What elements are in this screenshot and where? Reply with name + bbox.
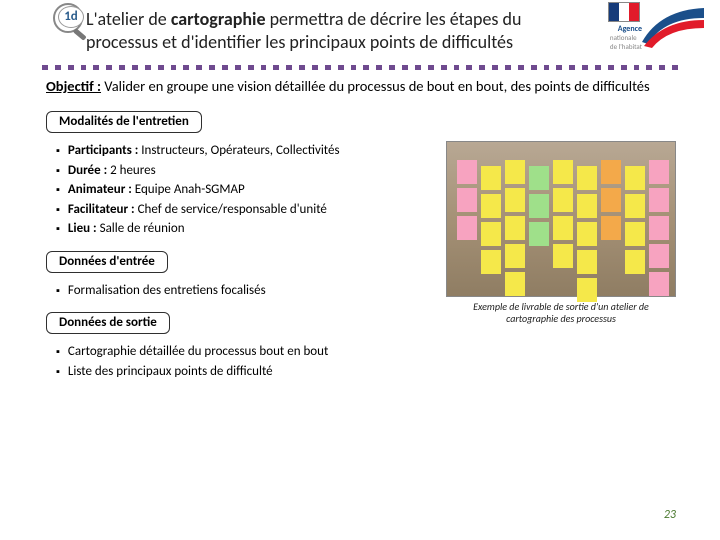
objectif-text: Valider en groupe une vision détaillée d… bbox=[101, 77, 650, 95]
modalites-list: Participants : Instructeurs, Opérateurs,… bbox=[46, 137, 426, 245]
slide-content: Objectif : Valider en groupe une vision … bbox=[0, 77, 720, 387]
figure-caption: Exemple de livrable de sortie d'un ateli… bbox=[446, 301, 676, 325]
title-pre: L'atelier de bbox=[86, 8, 171, 30]
slide-header: 1d L'atelier de cartographie permettra d… bbox=[0, 0, 720, 57]
logo-sub: nationalede l'habitat bbox=[610, 33, 642, 51]
step-badge: 1d bbox=[58, 6, 84, 28]
figure-image bbox=[446, 141, 676, 297]
list-item: Facilitateur : Chef de service/responsab… bbox=[56, 200, 426, 220]
list-item: Participants : Instructeurs, Opérateurs,… bbox=[56, 141, 426, 161]
sortie-list: Cartographie détaillée du processus bout… bbox=[46, 338, 426, 387]
section-entree-label: Données d'entrée bbox=[46, 251, 168, 273]
list-item: Durée : 2 heures bbox=[56, 161, 426, 181]
logo-block: Agence nationalede l'habitat bbox=[602, 2, 712, 52]
left-column: Modalités de l'entretien Participants : … bbox=[46, 105, 426, 387]
list-item: Cartographie détaillée du processus bout… bbox=[56, 342, 426, 362]
objectif-label: Objectif : bbox=[46, 77, 101, 95]
section-modalites-label: Modalités de l'entretien bbox=[46, 111, 202, 133]
objectif-line: Objectif : Valider en groupe une vision … bbox=[46, 77, 680, 95]
list-item: Liste des principaux points de difficult… bbox=[56, 362, 426, 382]
entree-list: Formalisation des entretiens focalisés bbox=[46, 277, 426, 307]
list-item: Lieu : Salle de réunion bbox=[56, 219, 426, 239]
dotted-divider bbox=[0, 65, 720, 71]
section-sortie-label: Données de sortie bbox=[46, 312, 170, 334]
title-bold: cartographie bbox=[171, 8, 266, 30]
figure-block: Exemple de livrable de sortie d'un ateli… bbox=[446, 141, 676, 325]
list-item: Animateur : Equipe Anah-SGMAP bbox=[56, 180, 426, 200]
page-number: 23 bbox=[664, 508, 676, 522]
flag-icon bbox=[608, 2, 640, 22]
list-item: Formalisation des entretiens focalisés bbox=[56, 281, 426, 301]
swoosh-icon bbox=[640, 2, 706, 48]
